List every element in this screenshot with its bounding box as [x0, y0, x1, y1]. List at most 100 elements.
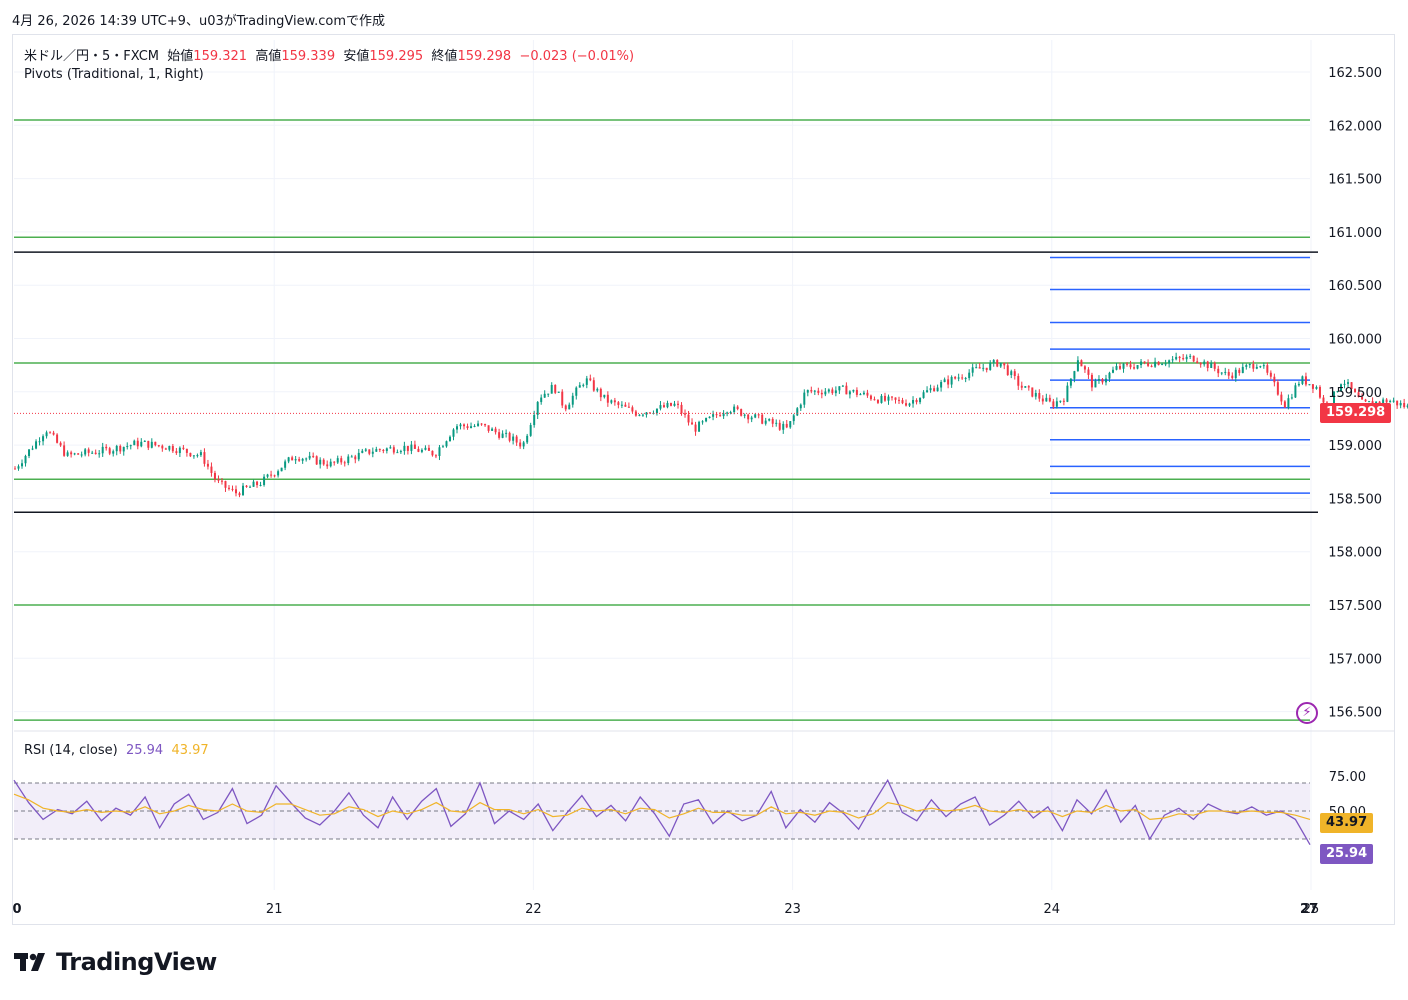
- candle-body-276: [982, 367, 985, 369]
- candle-body-194: [694, 424, 697, 432]
- candle-body-124: [448, 436, 451, 442]
- candle-body-37: [143, 440, 146, 442]
- candle-body-247: [880, 395, 883, 403]
- candle-body-216: [771, 418, 774, 424]
- candle-body-6: [35, 441, 38, 449]
- candle-body-80: [294, 459, 297, 461]
- candle-body-79: [291, 457, 294, 461]
- candle-body-132: [477, 423, 480, 426]
- candle-body-166: [596, 388, 599, 391]
- candle-body-259: [922, 392, 925, 398]
- candle-body-98: [357, 452, 360, 460]
- candle-body-265: [943, 379, 946, 383]
- candle-body-332: [1178, 356, 1181, 359]
- candle-body-253: [901, 400, 904, 404]
- candle-body-205: [733, 406, 736, 413]
- candle-body-372: [1318, 386, 1321, 398]
- candle-body-251: [894, 397, 897, 400]
- candle-body-140: [505, 432, 508, 434]
- lightning-icon[interactable]: ⚡: [1296, 702, 1318, 724]
- candle-body-218: [778, 422, 781, 430]
- candle-body-274: [975, 367, 978, 369]
- candle-body-264: [940, 382, 943, 388]
- candle-body-110: [399, 451, 402, 453]
- pivots-label[interactable]: Pivots (Traditional, 1, Right): [24, 67, 204, 82]
- candle-body-49: [185, 448, 188, 453]
- candle-body-38: [147, 440, 150, 448]
- candle-body-254: [905, 403, 908, 406]
- candle-body-311: [1104, 378, 1107, 383]
- candle-body-14: [63, 445, 66, 456]
- candle-body-386: [1368, 401, 1371, 403]
- candle-body-396: [1403, 403, 1406, 408]
- candle-body-156: [561, 391, 564, 406]
- candle-body-320: [1136, 365, 1139, 369]
- candle-body-44: [168, 446, 171, 450]
- candle-body-359: [1273, 376, 1276, 383]
- candle-body-350: [1241, 366, 1244, 373]
- candle-body-234: [834, 390, 837, 394]
- candle-body-227: [810, 390, 813, 392]
- candle-body-176: [631, 407, 634, 412]
- candle-body-323: [1147, 362, 1150, 366]
- rsi-tick-0: 75.00: [1329, 770, 1366, 785]
- candle-body-192: [687, 414, 690, 423]
- rsi-label[interactable]: RSI (14, close): [24, 743, 118, 758]
- pivots-legend[interactable]: Pivots (Traditional, 1, Right): [24, 67, 204, 82]
- candle-body-270: [961, 377, 964, 379]
- candle-body-280: [996, 360, 999, 367]
- candle-body-376: [1332, 391, 1335, 407]
- candle-body-356: [1262, 365, 1265, 367]
- candle-body-347: [1231, 375, 1234, 379]
- candle-body-71: [263, 476, 266, 485]
- candle-body-0: [14, 468, 16, 470]
- candle-body-48: [182, 447, 185, 449]
- candle-body-63: [235, 489, 238, 494]
- candle-body-314: [1115, 366, 1118, 370]
- pivot-lines: [14, 119, 1318, 721]
- candle-body-172: [617, 402, 620, 405]
- candle-body-95: [347, 456, 350, 463]
- candle-body-225: [803, 392, 806, 405]
- candle-body-174: [624, 404, 627, 407]
- tradingview-logo[interactable]: TradingView: [14, 948, 217, 976]
- candle-body-384: [1361, 397, 1364, 400]
- change-value: −0.023 (−0.01%): [519, 49, 635, 64]
- candle-body-160: [575, 387, 578, 396]
- candle-body-256: [912, 400, 915, 404]
- candle-body-130: [470, 426, 473, 428]
- candle-body-322: [1143, 361, 1146, 363]
- candle-body-81: [298, 459, 301, 461]
- candle-body-243: [866, 392, 869, 396]
- candle-body-200: [715, 414, 718, 416]
- candle-body-133: [480, 423, 483, 425]
- candle-body-220: [785, 423, 788, 428]
- candle-body-4: [28, 449, 31, 456]
- candle-body-209: [747, 414, 750, 420]
- candle-body-73: [270, 474, 273, 476]
- rsi-value: 25.94: [125, 743, 164, 758]
- candle-body-27: [108, 448, 111, 454]
- candle-body-56: [210, 466, 213, 473]
- candle-body-86: [315, 456, 318, 465]
- rsi-legend[interactable]: RSI (14, close) 25.94 43.97: [24, 743, 209, 758]
- candle-body-326: [1157, 361, 1160, 365]
- candle-body-299: [1062, 400, 1065, 402]
- candle-body-66: [245, 485, 248, 487]
- candle-body-107: [389, 447, 392, 449]
- candle-body-235: [838, 386, 841, 391]
- candle-body-366: [1297, 383, 1300, 386]
- candle-body-307: [1090, 374, 1093, 388]
- candle-body-102: [371, 451, 374, 454]
- candle-body-271: [964, 378, 967, 380]
- candle-body-278: [989, 362, 992, 370]
- candle-body-101: [368, 449, 371, 454]
- candle-body-219: [782, 423, 785, 430]
- candle-body-202: [722, 413, 725, 417]
- symbol-label[interactable]: 米ドル／円・5・FXCM: [24, 49, 160, 64]
- candle-body-21: [87, 449, 90, 453]
- candle-body-33: [129, 445, 132, 447]
- candle-body-236: [841, 385, 844, 387]
- candle-body-277: [985, 367, 988, 370]
